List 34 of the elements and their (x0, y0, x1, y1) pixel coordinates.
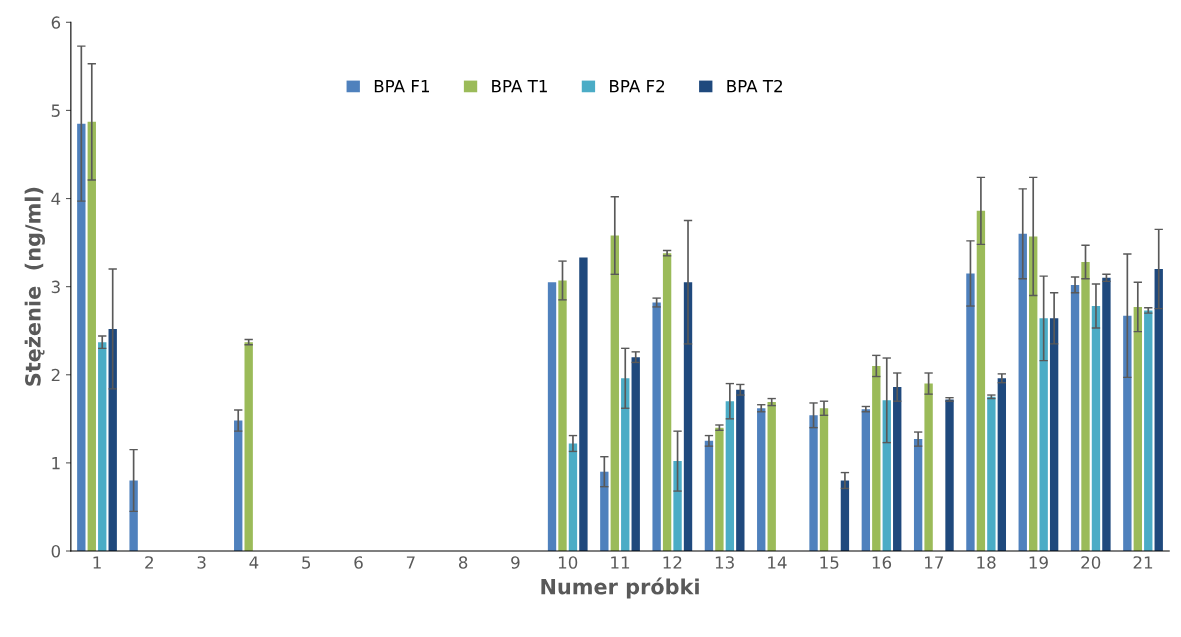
legend-label: BPA T2 (727, 79, 782, 93)
x-tick-label: 15 (820, 556, 839, 569)
x-tick-label: 3 (197, 556, 206, 569)
legend-label: BPA F1 (374, 80, 429, 93)
y-tick-label: 0 (51, 544, 61, 558)
y-tick-label: 3 (51, 280, 60, 294)
x-tick-label: 18 (977, 556, 996, 569)
x-tick-label: 4 (249, 556, 259, 569)
y-axis-title: Stężenie (ng/ml) (24, 187, 45, 386)
x-tick-label: 19 (1029, 556, 1048, 569)
x-tick-label: 12 (663, 556, 682, 569)
legend-label: BPA F2 (610, 79, 665, 93)
x-tick-label: 14 (768, 556, 787, 569)
legend-label: BPA T1 (492, 80, 547, 93)
x-tick-label: 11 (611, 556, 630, 569)
y-tick-label: 6 (51, 16, 61, 29)
x-tick-label: 20 (1081, 556, 1101, 569)
y-tick-label: 5 (51, 104, 60, 117)
x-tick-label: 5 (302, 556, 311, 569)
x-tick-label: 13 (715, 556, 734, 569)
x-axis-title: Numer próbki (541, 577, 699, 599)
y-tick-label: 4 (51, 192, 61, 205)
x-tick-label: 16 (872, 556, 892, 569)
x-tick-label: 2 (145, 556, 153, 569)
y-tick-label: 1 (52, 457, 60, 470)
x-tick-label: 21 (1133, 556, 1153, 569)
x-tick-label: 10 (558, 556, 578, 569)
x-tick-label: 7 (406, 556, 415, 569)
x-tick-label: 6 (354, 556, 363, 569)
x-tick-label: 9 (511, 556, 520, 569)
x-tick-label: 17 (925, 556, 944, 569)
x-tick-label: 8 (458, 556, 468, 569)
x-tick-label: 1 (93, 556, 101, 569)
y-tick-label: 2 (51, 368, 60, 382)
